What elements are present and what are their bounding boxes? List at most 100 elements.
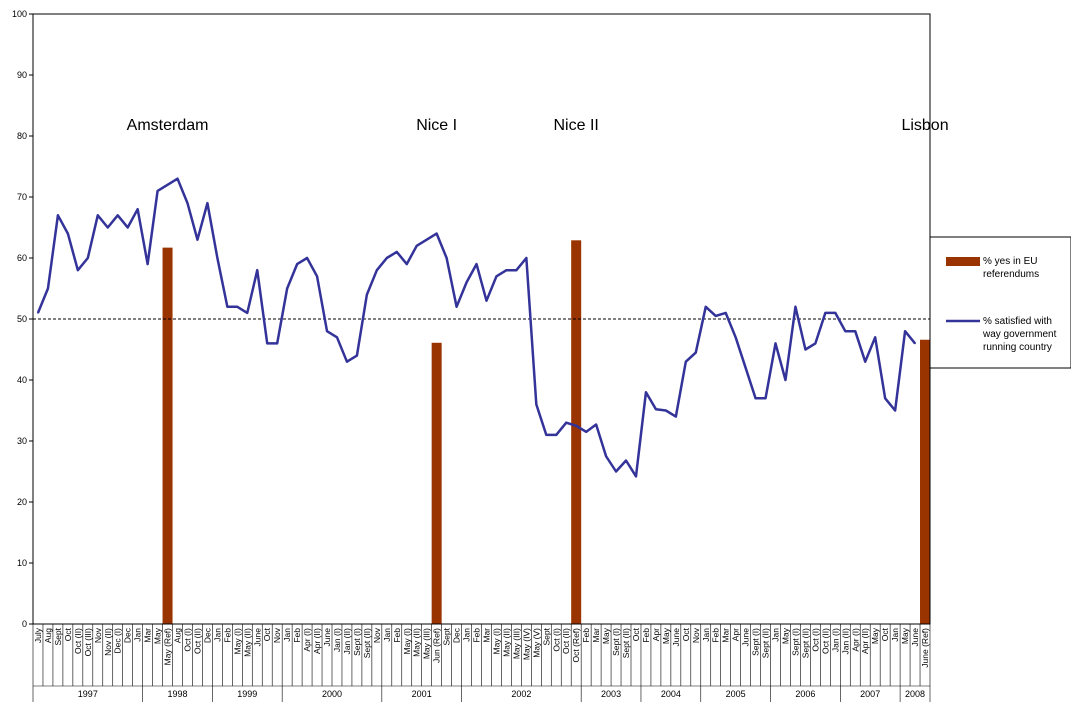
satisfaction-point [914, 342, 916, 345]
legend: % yes in EU referendums % satisfied with… [929, 236, 1071, 369]
year-label: 2000 [322, 689, 342, 699]
satisfaction-point [694, 351, 697, 354]
x-month-label: May [870, 627, 880, 644]
x-month-label: Sept (II) [621, 628, 631, 658]
y-tick-label: 40 [17, 375, 27, 385]
x-month-label: Oct (Ref) [571, 628, 581, 663]
satisfaction-point [395, 251, 398, 253]
x-month-label: Sept [541, 627, 551, 645]
y-tick-label: 0 [22, 619, 27, 629]
satisfaction-point [894, 409, 896, 412]
satisfaction-point [415, 245, 418, 247]
x-month-label: Oct [681, 627, 691, 641]
x-month-label: Sept (II) [761, 628, 771, 658]
year-label: 2001 [412, 689, 432, 699]
satisfaction-point [386, 257, 388, 259]
x-month-label: Dec [123, 627, 133, 643]
satisfaction-point [854, 330, 857, 333]
y-tick-label: 80 [17, 131, 27, 141]
satisfaction-point [884, 397, 886, 400]
satisfaction-point [844, 330, 847, 333]
satisfaction-point [744, 367, 747, 369]
satisfaction-point [824, 312, 827, 314]
x-month-label: May (Ref) [163, 628, 173, 665]
x-month-label: Nov [691, 627, 701, 643]
referendum-bars [162, 240, 931, 624]
year-label: 2007 [860, 689, 880, 699]
x-month-label: May (II) [412, 628, 422, 657]
x-month-label: May (IV) [521, 628, 531, 660]
satisfaction-point [505, 269, 508, 272]
x-month-label: June [741, 628, 751, 647]
x-month-label: Feb [222, 628, 232, 643]
x-month-label: May (II) [242, 628, 252, 657]
satisfaction-point [645, 391, 647, 394]
x-month-label: Oct [880, 627, 890, 641]
x-month-label: June [910, 628, 920, 647]
x-month-label: Oct (II) [192, 628, 202, 654]
x-axis-year-groups: 1997 1998 1999 2000 2001 2002 2003 2004 2005 2006… [32, 685, 931, 702]
year-label: 2008 [905, 689, 925, 699]
satisfaction-point [196, 238, 199, 241]
x-month-label: Nov [93, 627, 103, 643]
x-month-label: Apr [731, 628, 741, 641]
satisfaction-point [176, 177, 179, 180]
x-month-label: Aug [43, 628, 53, 643]
x-month-label: May [900, 627, 910, 644]
satisfaction-point [864, 360, 867, 363]
satisfaction-point [545, 434, 548, 436]
x-month-label: Dec [202, 627, 212, 643]
satisfaction-point [555, 434, 558, 436]
treaty-annotations: Amsterdam Nice I Nice II Lisbon [127, 117, 949, 134]
x-axis-month-labels: July Aug Sept Oct Oct (II) Oct (III) Nov Nov (I… [32, 624, 931, 686]
x-month-label: May (III) [511, 628, 521, 659]
y-axis-ticks: 0 10 20 30 40 50 60 70 80 90 100 [12, 9, 33, 629]
year-label: 2005 [726, 689, 746, 699]
satisfaction-point [346, 360, 348, 363]
referendum-bar [431, 342, 442, 624]
treaty-label: Nice II [554, 117, 599, 134]
satisfaction-point [804, 348, 807, 351]
satisfaction-point [316, 275, 318, 278]
x-month-label: Oct (II) [561, 628, 571, 654]
x-month-label: Apr (II) [312, 628, 322, 654]
x-month-label: July [33, 627, 43, 643]
x-month-label: May (I) [491, 628, 501, 655]
year-label: 1999 [237, 689, 257, 699]
satisfaction-point [126, 226, 129, 229]
satisfaction-point [425, 238, 428, 241]
x-month-label: May [780, 627, 790, 644]
x-month-label: Sept (II) [362, 628, 372, 658]
x-month-label: Jan [282, 628, 292, 642]
satisfaction-point [615, 470, 617, 473]
satisfaction-point [685, 360, 687, 363]
satisfaction-point [156, 190, 159, 192]
x-month-label: Oct [63, 627, 73, 641]
satisfaction-point [326, 330, 328, 333]
x-month-label: Sept (I) [611, 628, 621, 656]
legend-bar-swatch [946, 257, 980, 266]
satisfaction-point [724, 312, 727, 314]
x-month-label: Apr (I) [850, 628, 860, 652]
x-month-label: Sept [442, 627, 452, 645]
satisfaction-point [286, 287, 288, 290]
x-month-label: Oct (II) [73, 628, 83, 654]
year-label: 2002 [511, 689, 531, 699]
x-month-label: Jan (I) [830, 628, 840, 652]
satisfaction-point [366, 293, 368, 296]
x-month-label: Mar [481, 628, 491, 643]
x-month-label: May [601, 627, 611, 644]
satisfaction-point [794, 306, 797, 308]
x-month-label: Feb [292, 628, 302, 643]
x-month-label: June (Ref) [920, 628, 930, 668]
x-month-label: Jan [133, 628, 143, 642]
satisfaction-point [525, 257, 528, 259]
x-month-label: Jan [462, 628, 472, 642]
x-month-label: Nov [272, 627, 282, 643]
satisfaction-point [704, 306, 707, 308]
satisfaction-point [565, 421, 568, 424]
y-tick-label: 60 [17, 253, 27, 263]
satisfaction-point [166, 184, 169, 186]
satisfaction-point [405, 263, 408, 265]
